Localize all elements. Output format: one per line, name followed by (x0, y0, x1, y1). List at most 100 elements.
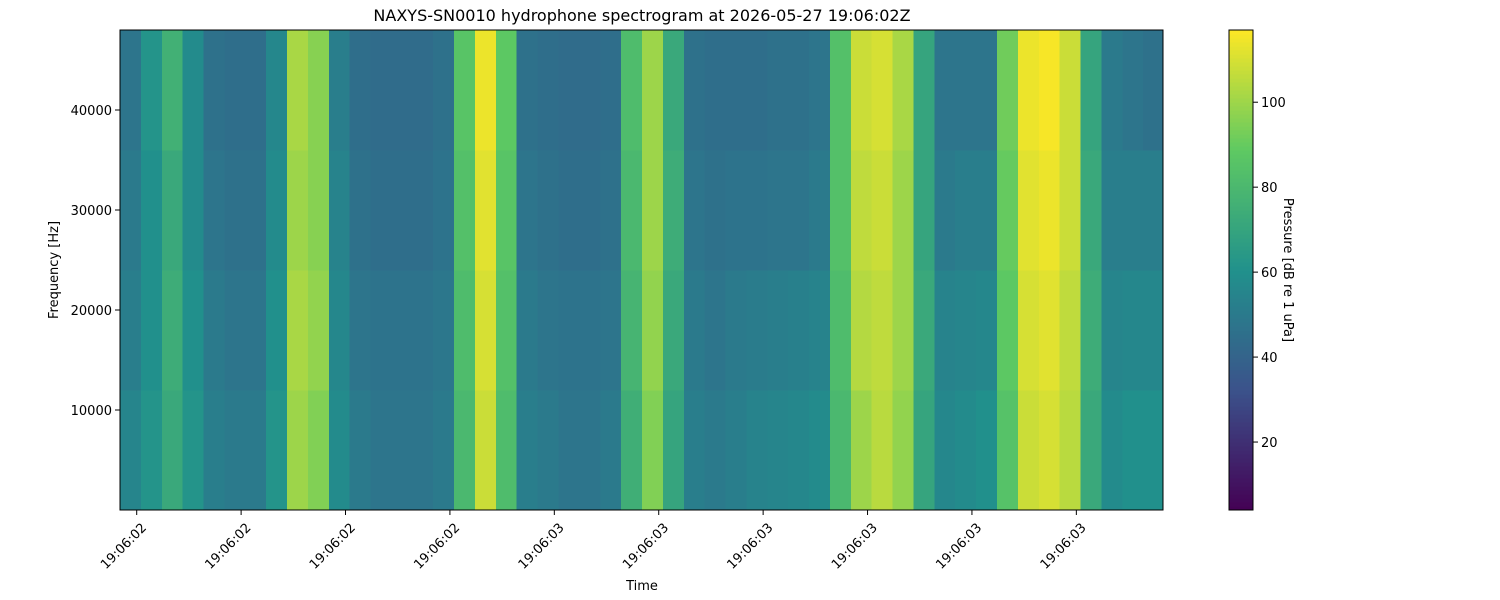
colorbar-segment (1229, 346, 1253, 351)
spectrogram-cell (558, 270, 580, 391)
spectrogram-cell (1080, 270, 1103, 391)
colorbar-segment (1229, 166, 1253, 171)
colorbar-segment (1229, 402, 1253, 407)
spectrogram-cell (516, 270, 539, 391)
colorbar-segment (1229, 506, 1253, 511)
spectrogram-cell (433, 150, 455, 271)
colorbar-segment (1229, 302, 1253, 307)
spectrogram-cell (976, 270, 998, 391)
colorbar-segment (1229, 318, 1253, 323)
spectrogram-cell (1122, 30, 1144, 151)
x-tick-label: 19:06:02 (411, 521, 463, 573)
colorbar-segment (1229, 122, 1253, 127)
spectrogram-cell (809, 270, 831, 391)
spectrogram-cell (558, 150, 580, 271)
spectrogram-cell (746, 150, 768, 271)
spectrogram-cell (537, 30, 560, 151)
spectrogram-cell (934, 390, 956, 511)
spectrogram-cell (349, 270, 372, 391)
spectrogram-cell (934, 30, 956, 151)
chart-title: NAXYS-SN0010 hydrophone spectrogram at 2… (373, 6, 910, 25)
spectrogram-cell (955, 30, 977, 151)
colorbar-segment (1229, 194, 1253, 199)
spectrogram-cell (161, 150, 184, 271)
spectrogram-cell (307, 150, 330, 271)
colorbar-segment (1229, 390, 1253, 395)
colorbar-segment (1229, 378, 1253, 383)
spectrogram-cell (161, 270, 184, 391)
colorbar-segment (1229, 126, 1253, 131)
spectrogram-cell (182, 270, 205, 391)
colorbar-segment (1229, 138, 1253, 143)
spectrogram-cell (1017, 390, 1040, 511)
colorbar-segment (1229, 106, 1253, 111)
colorbar-tick-label: 60 (1261, 266, 1278, 281)
spectrogram-cell (1059, 30, 1082, 151)
colorbar-segment (1229, 70, 1253, 75)
spectrogram-cell (349, 30, 372, 151)
colorbar-segment (1229, 450, 1253, 455)
colorbar-segment (1229, 158, 1253, 163)
colorbar-segment (1229, 146, 1253, 151)
colorbar-segment (1229, 322, 1253, 327)
spectrogram-cell (809, 30, 831, 151)
colorbar-segment (1229, 486, 1253, 491)
colorbar-segment (1229, 406, 1253, 411)
spectrogram-cell (767, 30, 789, 151)
colorbar-segment (1229, 410, 1253, 415)
spectrogram-cell (621, 270, 643, 391)
spectrogram-cell (725, 30, 748, 151)
spectrogram-cell (328, 30, 351, 151)
x-tick-label: 19:06:03 (620, 521, 672, 573)
spectrogram-cell (913, 150, 935, 271)
spectrogram-cell (537, 270, 560, 391)
spectrogram-cell (245, 270, 267, 391)
spectrogram-cell (850, 30, 873, 151)
spectrogram-cell (120, 270, 142, 391)
colorbar-segment (1229, 98, 1253, 103)
spectrogram-cell (850, 150, 873, 271)
colorbar-segment (1229, 206, 1253, 211)
colorbar-segment (1229, 418, 1253, 423)
spectrogram-cell (976, 30, 998, 151)
spectrogram-cell (558, 390, 580, 511)
colorbar-segment (1229, 190, 1253, 195)
spectrogram-cell (537, 390, 560, 511)
colorbar-segment (1229, 382, 1253, 387)
colorbar-segment (1229, 102, 1253, 107)
spectrogram-cell (224, 390, 246, 511)
spectrogram-cell (1038, 150, 1061, 271)
spectrogram-cell (892, 270, 915, 391)
spectrogram-cell (913, 390, 935, 511)
colorbar-tick-label: 80 (1261, 181, 1278, 196)
colorbar-segment (1229, 474, 1253, 479)
colorbar-segment (1229, 46, 1253, 51)
spectrogram-cell (370, 150, 393, 271)
colorbar-tick-label: 20 (1261, 436, 1278, 451)
spectrogram-cell (579, 150, 601, 271)
colorbar-segment (1229, 366, 1253, 371)
colorbar-segment (1229, 422, 1253, 427)
colorbar-segment (1229, 398, 1253, 403)
colorbar-segment (1229, 350, 1253, 355)
colorbar-segment (1229, 218, 1253, 223)
spectrogram-cell (662, 270, 685, 391)
colorbar-segment (1229, 50, 1253, 55)
colorbar-segment (1229, 326, 1253, 331)
spectrogram-cell (996, 30, 1019, 151)
spectrogram-cell (600, 150, 622, 271)
colorbar-segment (1229, 242, 1253, 247)
spectrogram-cell (683, 30, 706, 151)
spectrogram-cell (495, 30, 518, 151)
colorbar-segment (1229, 38, 1253, 43)
spectrogram-cell (412, 30, 434, 151)
colorbar-segment (1229, 266, 1253, 271)
colorbar-segment (1229, 198, 1253, 203)
spectrogram-cell (976, 150, 998, 271)
colorbar-segment (1229, 290, 1253, 295)
colorbar-segment (1229, 458, 1253, 463)
spectrogram-cell (370, 390, 393, 511)
y-tick-label: 10000 (71, 404, 112, 419)
spectrogram-cell (537, 150, 560, 271)
spectrogram-cell (892, 150, 915, 271)
